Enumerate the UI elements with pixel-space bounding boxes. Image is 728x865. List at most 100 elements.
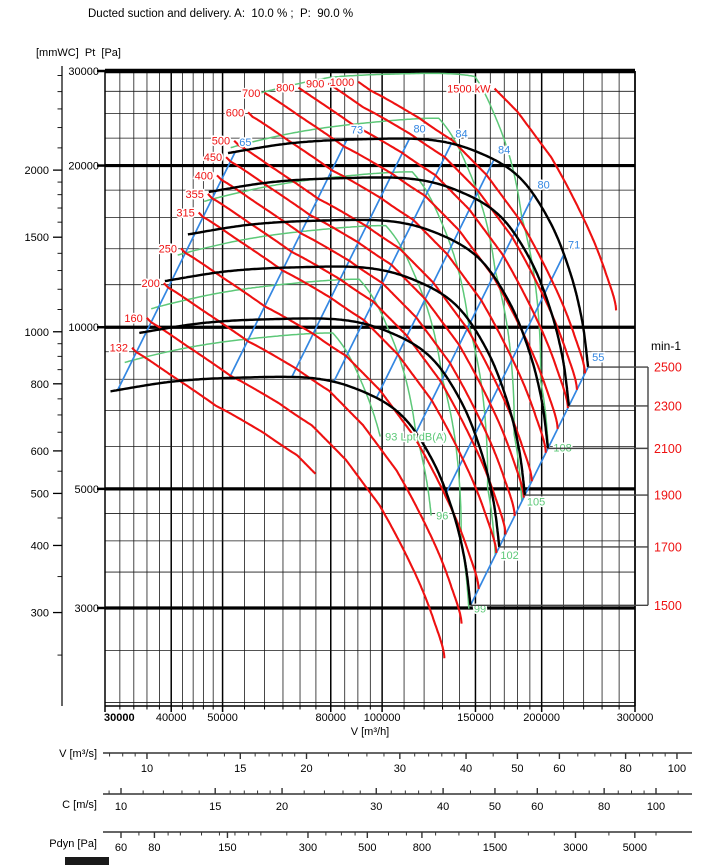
mmwc-tick-label: 600 — [31, 446, 49, 458]
mmwc-tick-label: 400 — [31, 540, 49, 552]
rpm-curve-1500 — [110, 375, 472, 606]
power-curve-450 — [225, 156, 525, 498]
power-curve-132 — [131, 346, 317, 475]
x-tick-label: 150000 — [457, 712, 494, 724]
subscale-tick-label: 10 — [115, 801, 127, 813]
x-axis: 30000 40000 50000 80000 100000 150000 200000 30… — [104, 706, 653, 738]
rpm-label-1500: 1500 — [654, 599, 682, 613]
subscale-tick-label: 150 — [218, 842, 236, 854]
power-label-1500: 1500 kW — [447, 83, 491, 95]
rpm-curve-1700 — [139, 317, 501, 548]
mmwc-tick-label: 500 — [31, 488, 49, 500]
efficiency-label-80-2: 80 — [413, 124, 425, 136]
power-label-900: 900 — [306, 78, 324, 90]
efficiency-label-65-0: 65 — [239, 137, 251, 149]
pa-tick-label: 3000 — [75, 603, 99, 615]
power-curve-1000 — [357, 80, 587, 374]
rpm-label-1900: 1900 — [654, 489, 682, 503]
rpm-label-2500: 2500 — [654, 361, 682, 375]
subscale-tick-label: 40 — [437, 801, 449, 813]
efficiency-label-84-4: 84 — [498, 145, 510, 157]
chart-title: Ducted suction and delivery. A: 10.0 % ;… — [88, 8, 354, 20]
x-tick-label: 100000 — [364, 712, 401, 724]
efficiency-label-84-3: 84 — [455, 128, 467, 140]
power-label-250: 250 — [159, 243, 177, 255]
x-axis-title: V [m³/h] — [351, 726, 390, 738]
rpm-label-1700: 1700 — [654, 540, 682, 554]
subscale-tick-label: 20 — [300, 763, 312, 775]
subscale-tick-label: 30 — [370, 801, 382, 813]
y-axis-header: [mmWC] Pt [Pa] — [36, 47, 121, 59]
subscale-tick-label: 30 — [394, 763, 406, 775]
subscale-tick-label: 50 — [489, 801, 501, 813]
subscale-flow-m3s: 10 15 20 30 40 50 60 80 100 V [m³/s] — [59, 748, 692, 775]
noise-label-105: 105 — [527, 496, 545, 508]
noise-label-96: 96 — [436, 511, 448, 523]
power-label-450: 450 — [204, 152, 222, 164]
pa-tick-label: 5000 — [75, 484, 99, 496]
subscale-tick-label: 60 — [553, 763, 565, 775]
x-tick-label: 30000 — [104, 712, 135, 724]
noise-curve-93 — [124, 332, 381, 437]
subscale-tick-label: 500 — [358, 842, 376, 854]
efficiency-label-55-7: 55 — [592, 352, 604, 364]
rpm-axis-title: min-1 — [651, 339, 681, 353]
subscale-pdyn-pa: 60 80 150 300 500 800 1500 3000 5000 Pdyn [Pa] — [49, 831, 692, 854]
power-curve-400 — [216, 174, 516, 517]
efficiency-label-73-1: 73 — [351, 125, 363, 137]
power-curve-1500 — [493, 87, 618, 311]
mmwc-tick-label: 2000 — [25, 165, 49, 177]
subscale-tick-label: 15 — [209, 801, 221, 813]
subscale-tick-label: 50 — [511, 763, 523, 775]
noise-curve-102 — [203, 171, 497, 556]
power-curve-315 — [197, 211, 498, 553]
subscale-tick-label: 3000 — [563, 842, 587, 854]
subscale-tick-label: 80 — [598, 801, 610, 813]
pa-axis: 30000 20000 10000 5000 3000 — [68, 66, 105, 615]
pa-tick-label: 20000 — [68, 161, 99, 173]
power-label-500: 500 — [212, 136, 230, 148]
rpm-label-2300: 2300 — [654, 399, 682, 413]
subscale-title-velocity-ms: C [m/s] — [62, 799, 97, 811]
mmwc-tick-label: 300 — [31, 608, 49, 620]
curves — [110, 72, 618, 659]
power-label-600: 600 — [226, 107, 244, 119]
subscale-tick-label: 80 — [619, 763, 631, 775]
rpm-bracket: 1500 1700 1900 2100 2300 2500 min-1 — [470, 339, 682, 613]
subscale-title-pdyn-pa: Pdyn [Pa] — [49, 838, 97, 850]
noise-label-102: 102 — [500, 550, 518, 562]
power-label-700: 700 — [242, 88, 260, 100]
x-tick-label: 300000 — [617, 712, 654, 724]
x-tick-label: 40000 — [156, 712, 187, 724]
cropped-edge-artifact — [65, 857, 109, 865]
subscale-tick-label: 100 — [647, 801, 665, 813]
subscale-title-flow-m3s: V [m³/s] — [59, 748, 97, 760]
rpm-curve-2100 — [187, 218, 550, 449]
power-label-200: 200 — [141, 278, 159, 290]
mmwc-tick-label: 1500 — [25, 232, 49, 244]
power-curve-250 — [180, 247, 480, 589]
subscale-tick-label: 100 — [668, 763, 686, 775]
power-label-160: 160 — [124, 313, 142, 325]
pa-tick-label: 30000 — [68, 66, 99, 78]
subscale-tick-label: 60 — [115, 842, 127, 854]
noise-curves — [124, 72, 550, 609]
noise-label-93: 93 Lpt dB(A) — [385, 432, 447, 444]
rpm-curve-2500 — [227, 137, 590, 368]
subscale-tick-label: 5000 — [623, 842, 647, 854]
noise-curve-96 — [150, 278, 432, 516]
rpm-label-2100: 2100 — [654, 442, 682, 456]
subscale-tick-label: 15 — [234, 763, 246, 775]
power-curve-160 — [145, 317, 446, 659]
power-label-132: 132 — [110, 343, 128, 355]
power-curve-700 — [263, 91, 559, 429]
grid — [104, 68, 636, 707]
subscale-tick-label: 80 — [148, 842, 160, 854]
noise-curve-99 — [177, 224, 470, 609]
power-curve-800 — [297, 86, 569, 409]
power-label-800: 800 — [276, 83, 294, 95]
rpm-curve-1900 — [164, 265, 527, 496]
